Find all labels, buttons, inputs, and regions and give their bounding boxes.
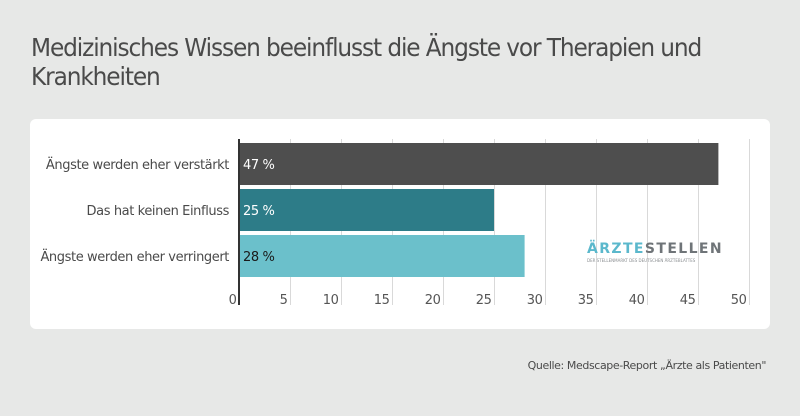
x-tick-label: 15 — [374, 293, 390, 308]
logo-part2: STELLEN — [644, 241, 724, 257]
x-tick-label: 5 — [280, 293, 288, 308]
logo-part1: ÄRZTE — [587, 241, 645, 257]
category-label: Ängste werden eher verringert — [40, 249, 229, 265]
logo-tagline: DER STELLENMARKT DES DEUTSCHEN ÄRZTEBLAT… — [587, 258, 696, 263]
value-labels: 47 % 25 % 28 % — [243, 158, 275, 265]
source-note: Quelle: Medscape-Report „Ärzte als Patie… — [527, 359, 767, 372]
bar — [239, 189, 494, 231]
category-label: Ängste werden eher verstärkt — [46, 157, 229, 173]
value-label: 28 % — [243, 250, 274, 265]
x-tick-label: 35 — [578, 293, 594, 308]
x-tick-label: 25 — [476, 293, 492, 308]
x-tick-labels: 0 5 10 15 20 25 30 35 40 45 50 — [229, 293, 747, 308]
x-tick-label: 40 — [629, 293, 645, 308]
category-label: Das hat keinen Einfluss — [87, 204, 230, 219]
x-tick-label: 50 — [731, 293, 747, 308]
x-tick-label: 20 — [425, 293, 441, 308]
x-tick-label: 0 — [229, 293, 237, 308]
aerztestellen-logo: ÄRZTESTELLEN DER STELLENMARKT DES DEUTSC… — [587, 241, 723, 263]
value-label: 25 % — [243, 204, 274, 219]
chart-title: Medizinisches Wissen beeinflusst die Äng… — [31, 33, 702, 91]
bar — [239, 143, 719, 185]
x-tick-label: 10 — [323, 293, 339, 308]
x-tick-label: 45 — [680, 293, 696, 308]
bar — [239, 235, 525, 277]
bars — [239, 143, 719, 277]
category-labels: Ängste werden eher verstärkt Das hat kein… — [40, 157, 230, 265]
x-tick-label: 30 — [527, 293, 543, 308]
value-label: 47 % — [243, 158, 274, 173]
